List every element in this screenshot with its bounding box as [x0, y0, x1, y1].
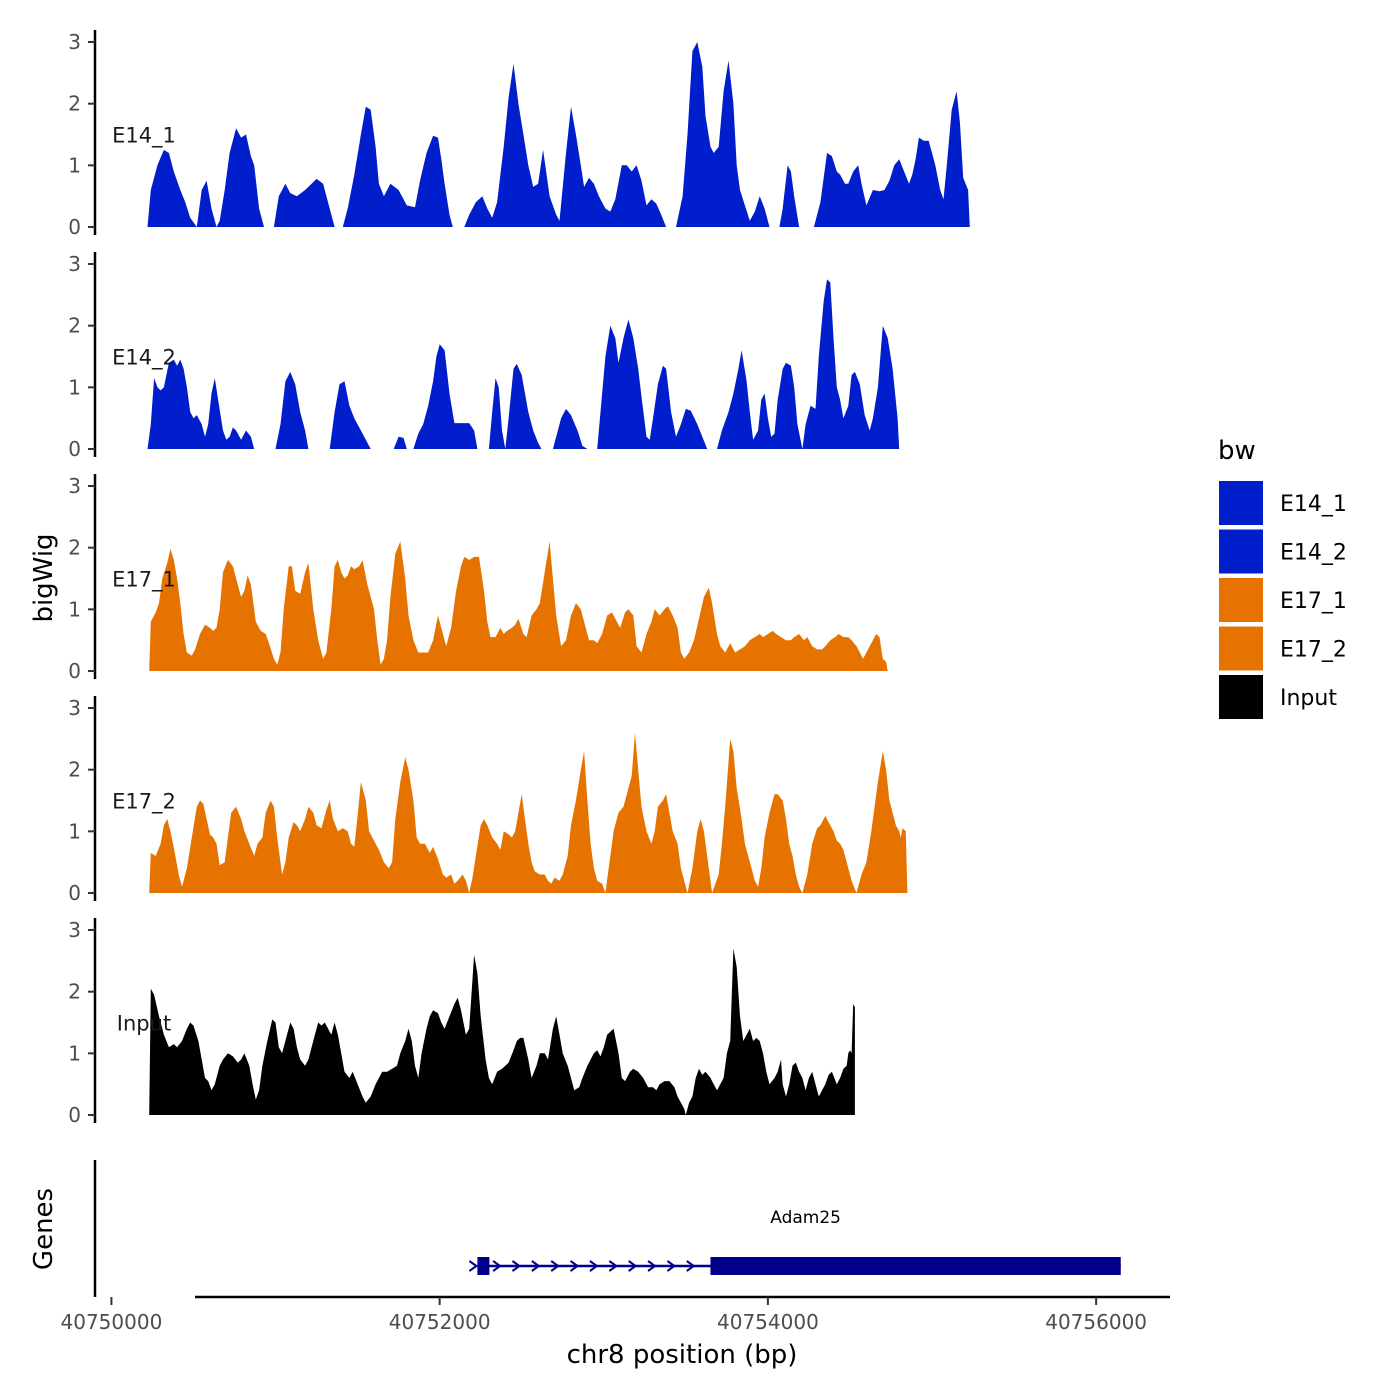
x-axis-title: chr8 position (bp) — [567, 1340, 798, 1370]
legend: bw E14_1 E14_2 E17_1 E17_2 Input — [1217, 436, 1347, 721]
legend-swatch-e14_2 — [1217, 527, 1265, 576]
y-tick-label: 1 — [68, 375, 81, 399]
signal-tracks — [147, 42, 970, 1115]
y-tick-label: 2 — [68, 314, 81, 338]
y-tick-label: 3 — [68, 30, 81, 54]
gene-exon — [477, 1257, 490, 1275]
strand-arrow — [492, 1260, 502, 1272]
legend-label-input: Input — [1280, 686, 1337, 711]
track-label-e17_2: E17_2 — [112, 790, 176, 815]
y-tick-label: 0 — [68, 659, 81, 683]
legend-label-e17_2: E17_2 — [1280, 638, 1347, 663]
y-tick-label: 0 — [68, 881, 81, 905]
area-e14_2 — [147, 279, 900, 449]
track-label-e17_1: E17_1 — [112, 568, 176, 593]
legend-swatch-e17_2 — [1217, 624, 1265, 673]
track-label-input: Input — [117, 1012, 171, 1036]
y-tick-label: 2 — [68, 758, 81, 782]
y-tick-label: 3 — [68, 918, 81, 942]
legend-label-e14_1: E14_1 — [1280, 492, 1347, 517]
legend-label-e14_2: E14_2 — [1280, 541, 1347, 566]
y-tick-label: 2 — [68, 980, 81, 1004]
y-tick-label: 3 — [68, 474, 81, 498]
strand-arrow — [589, 1260, 599, 1272]
gene-exon-thick — [710, 1257, 1121, 1275]
y-tick-label: 0 — [68, 215, 81, 239]
strand-arrow — [666, 1260, 677, 1272]
strand-arrow — [531, 1260, 541, 1272]
y-tick-label: 2 — [68, 92, 81, 116]
strand-arrow — [511, 1260, 522, 1272]
strand-arrow — [468, 1260, 479, 1272]
track-label-e14_2: E14_2 — [112, 346, 176, 371]
x-tick-label: 40752000 — [389, 1310, 491, 1334]
strand-arrow — [628, 1260, 638, 1272]
legend-swatch-e14_1 — [1217, 479, 1265, 527]
y-tick-label: 3 — [68, 252, 81, 276]
y-tick-label: 0 — [68, 1103, 81, 1127]
strand-arrow — [647, 1260, 657, 1272]
y-tick-label: 3 — [68, 696, 81, 720]
track-label-e14_1: E14_1 — [112, 124, 176, 149]
strand-arrow — [686, 1260, 696, 1272]
area-e14_1 — [147, 42, 970, 227]
strand-arrow — [608, 1260, 619, 1272]
legend-label-e17_1: E17_1 — [1280, 589, 1347, 614]
x-tick-label: 40750000 — [61, 1310, 163, 1334]
strand-arrow — [569, 1260, 580, 1272]
genes-track: Adam25 — [468, 1208, 1121, 1275]
y-axis-title: bigWig — [29, 533, 59, 622]
legend-swatch-e17_1 — [1217, 576, 1265, 624]
x-tick-label: 40756000 — [1045, 1310, 1147, 1334]
legend-title: bw — [1218, 436, 1256, 466]
y-tick-label: 1 — [68, 153, 81, 177]
axes: 0 1 2 3 E14_1 0 1 2 3 E14_2 0 1 2 3 E17_1 0 1 2 3 E17_2 0 1 2 3… — [29, 30, 1170, 1370]
y-tick-label: 1 — [68, 1041, 81, 1065]
genes-axis-title: Genes — [29, 1188, 59, 1270]
x-tick-label: 40754000 — [717, 1310, 819, 1334]
y-tick-label: 2 — [68, 536, 81, 560]
strand-arrow — [550, 1260, 560, 1272]
area-input — [149, 948, 855, 1115]
area-e17_1 — [149, 541, 888, 671]
legend-swatch-input — [1217, 673, 1265, 721]
gene-label: Adam25 — [770, 1208, 841, 1228]
y-tick-label: 1 — [68, 819, 81, 843]
area-e17_2 — [149, 732, 908, 893]
y-tick-label: 0 — [68, 437, 81, 461]
y-tick-label: 1 — [68, 597, 81, 621]
